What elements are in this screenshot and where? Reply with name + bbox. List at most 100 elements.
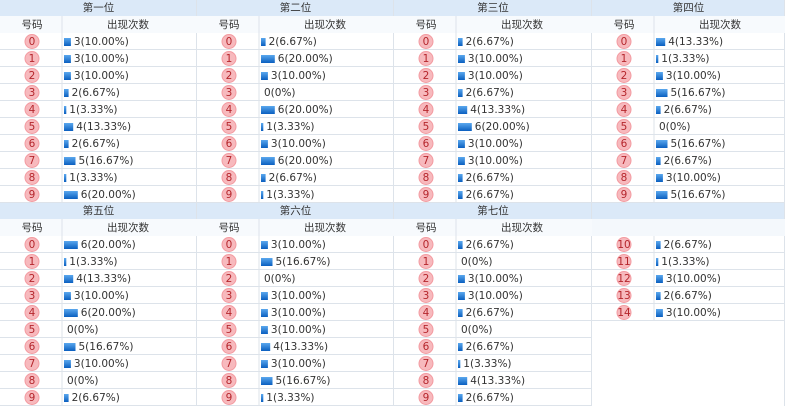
count-label: 4(13.33%) [273, 341, 328, 353]
number-ball [221, 68, 237, 83]
count-bar [656, 140, 668, 148]
count-label: 3(10.00%) [74, 36, 129, 48]
column-header: 出现次数 [699, 18, 741, 31]
count-label: 2(6.67%) [269, 36, 317, 48]
number: 8 [29, 375, 36, 387]
number-ball [418, 170, 434, 185]
count-label: 3(10.00%) [468, 138, 523, 150]
number: 6 [226, 341, 233, 353]
count-label: 3(10.00%) [271, 239, 326, 251]
number: 4 [226, 307, 233, 319]
number-ball [616, 237, 632, 252]
count-label: 2(6.67%) [466, 341, 514, 353]
count-bar [64, 343, 76, 351]
count-label: 3(10.00%) [74, 290, 129, 302]
number: 6 [29, 341, 36, 353]
header-bg [592, 16, 785, 33]
column-header: 号码 [416, 222, 437, 234]
count-bar [458, 377, 468, 385]
count-label: 5(16.67%) [79, 155, 134, 167]
group-title-bg [592, 203, 785, 219]
number: 2 [226, 273, 233, 285]
count-label: 6(20.00%) [278, 104, 333, 116]
count-bar [261, 191, 264, 199]
count-bar [64, 140, 69, 148]
count-bar [458, 157, 465, 165]
count-label: 6(20.00%) [81, 307, 136, 319]
count-bar [261, 55, 275, 63]
number: 9 [423, 189, 430, 201]
count-label: 3(10.00%) [468, 53, 523, 65]
number-ball [24, 288, 40, 303]
number-ball [24, 271, 40, 286]
number-ball [418, 85, 434, 100]
count-label: 4(13.33%) [76, 121, 131, 133]
column-header: 出现次数 [304, 18, 346, 31]
count-label: 0(0%) [264, 87, 296, 99]
count-label: 0(0%) [461, 256, 493, 268]
number: 3 [621, 87, 628, 99]
count-label: 5(16.67%) [671, 189, 726, 201]
count-label: 3(10.00%) [468, 70, 523, 82]
count-bar [64, 174, 67, 182]
number-ball [616, 288, 632, 303]
number-ball [24, 119, 40, 134]
count-label: 6(20.00%) [278, 53, 333, 65]
number-ball [24, 237, 40, 252]
count-bar [458, 72, 465, 80]
number-ball [418, 153, 434, 168]
number: 4 [29, 104, 36, 116]
header-bg [0, 16, 197, 33]
count-bar [64, 106, 67, 114]
number-ball [418, 339, 434, 354]
number: 4 [621, 104, 628, 116]
header-bg [197, 219, 394, 236]
number: 7 [621, 155, 628, 167]
number-ball [418, 51, 434, 66]
count-label: 0(0%) [659, 121, 691, 133]
number-ball [616, 271, 632, 286]
count-label: 3(10.00%) [468, 290, 523, 302]
number-ball [616, 136, 632, 151]
count-bar [261, 343, 271, 351]
number-ball [221, 51, 237, 66]
group-title: 第二位 [280, 1, 312, 14]
number-ball [24, 34, 40, 49]
count-label: 1(3.33%) [266, 392, 314, 404]
number-ball [418, 390, 434, 405]
number: 6 [423, 341, 430, 353]
count-bar [458, 191, 463, 199]
count-label: 3(10.00%) [468, 273, 523, 285]
count-label: 3(10.00%) [468, 155, 523, 167]
number-ball [221, 339, 237, 354]
count-label: 2(6.67%) [664, 104, 712, 116]
number: 6 [423, 138, 430, 150]
number-ball [221, 322, 237, 337]
count-bar [261, 326, 268, 334]
count-label: 4(13.33%) [470, 375, 525, 387]
number: 1 [29, 256, 36, 268]
count-label: 2(6.67%) [72, 138, 120, 150]
group-title-bg [394, 203, 592, 219]
count-label: 2(6.67%) [466, 307, 514, 319]
count-bar [261, 394, 264, 402]
count-bar [64, 309, 78, 317]
number: 6 [29, 138, 36, 150]
count-bar [458, 123, 472, 131]
count-bar [656, 241, 661, 249]
count-label: 2(6.67%) [664, 239, 712, 251]
number: 5 [226, 324, 233, 336]
count-bar [458, 343, 463, 351]
count-bar [64, 72, 71, 80]
count-label: 2(6.67%) [466, 239, 514, 251]
column-header: 号码 [219, 222, 240, 234]
count-label: 2(6.67%) [269, 172, 317, 184]
count-label: 3(10.00%) [666, 172, 721, 184]
number: 4 [423, 104, 430, 116]
count-label: 6(20.00%) [81, 239, 136, 251]
number-ball [221, 85, 237, 100]
number-ball [221, 34, 237, 49]
number: 14 [617, 307, 631, 319]
count-bar [458, 241, 463, 249]
number: 3 [226, 290, 233, 302]
